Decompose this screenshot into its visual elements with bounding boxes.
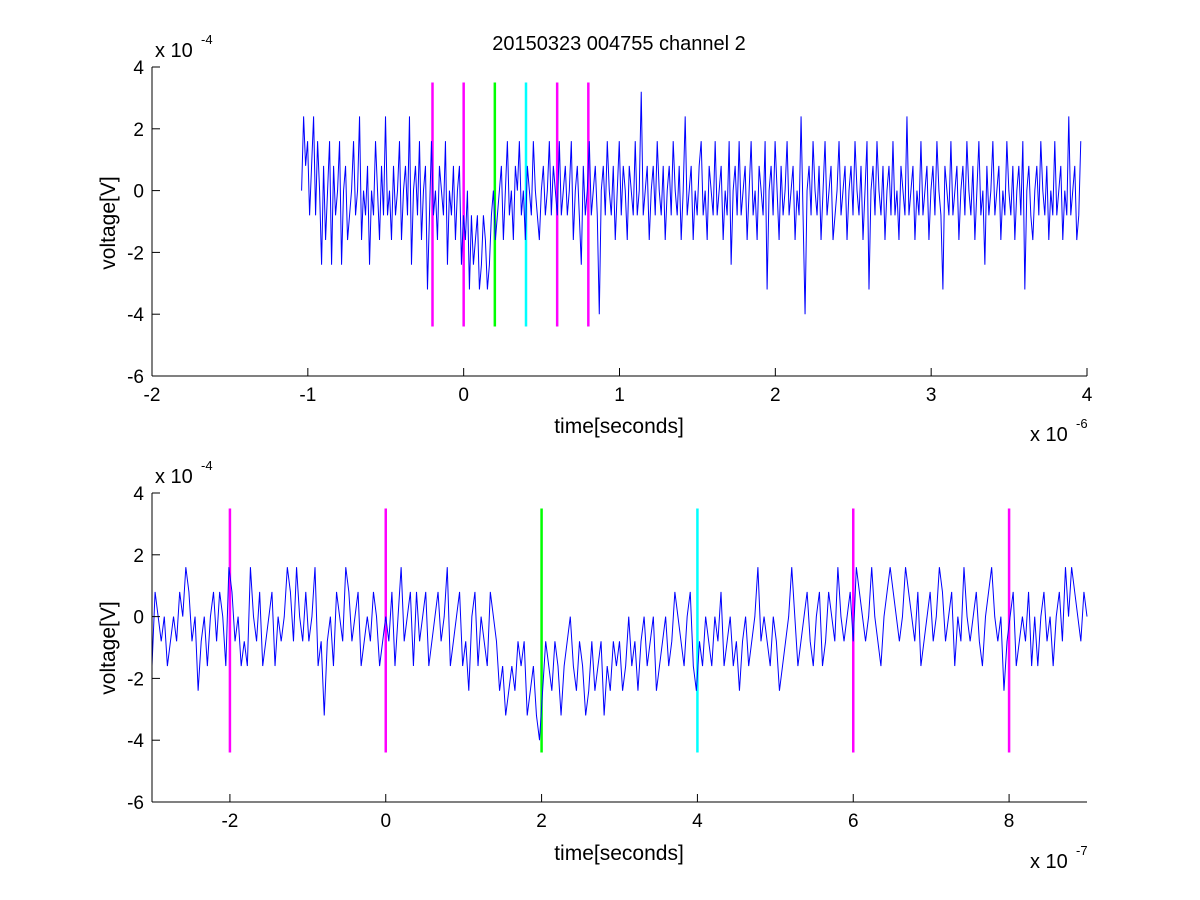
x-tick-label: 2 [770,385,781,406]
y-tick-labels: -6 -4 -2 0 2 4 [127,484,144,814]
y-tick-label: 4 [133,58,144,79]
y-tick-label: -6 [127,793,144,814]
x-tick-label: 3 [926,385,937,406]
x-tick-labels: -2 0 2 4 6 8 [221,811,1014,832]
x-axis-label: time[seconds] [554,415,684,438]
x-tick-label: -2 [144,385,161,406]
y-multiplier-exponent: -4 [201,32,213,47]
x-tick-label: 1 [614,385,625,406]
x-tick-label: 4 [1082,385,1093,406]
y-axis-label: voltage[V] [97,601,120,694]
y-multiplier: x 10 -4 [155,32,213,62]
y-tick-label: 2 [133,546,144,567]
bottom-plot: -2 0 2 4 6 8 -6 -4 -2 0 2 4 time[seconds] voltage[… [97,458,1088,873]
x-axis-label: time[seconds] [554,842,684,865]
x-multiplier: x 10 -7 [1030,843,1088,873]
x-tick-label: 2 [536,811,547,832]
x-tick-label: -1 [299,385,316,406]
y-tick-label: 4 [133,484,144,505]
x-tick-label: 4 [692,811,703,832]
axes-frame [151,66,1088,377]
series-line [151,567,1088,741]
signal-series [151,567,1088,741]
x-tick-label: 6 [848,811,859,832]
y-tick-label: 0 [133,182,144,203]
plot-title: 20150323 004755 channel 2 [492,33,746,55]
y-multiplier: x 10 -4 [155,458,213,488]
axes-frame [151,492,1087,803]
y-tick-labels: -6 -4 -2 0 2 4 [127,58,144,388]
y-axis-label: voltage[V] [97,176,120,269]
y-tick-label: 0 [133,608,144,629]
y-multiplier-exponent: -4 [201,458,213,473]
x-tick-labels: -2 -1 0 1 2 3 4 [144,385,1093,406]
y-tick-label: -4 [127,731,144,752]
x-tick-label: 0 [458,385,469,406]
x-multiplier-base: x 10 [1030,851,1068,873]
x-tick-label: 0 [380,811,391,832]
y-multiplier-base: x 10 [155,466,193,488]
y-tick-label: -4 [127,305,144,326]
y-tick-label: -2 [127,243,144,264]
x-tick-label: 8 [1004,811,1015,832]
y-tick-label: -2 [127,669,144,690]
x-tick-label: -2 [221,811,238,832]
y-multiplier-base: x 10 [155,40,193,62]
x-multiplier: x 10 -6 [1030,416,1088,446]
signal-series [301,91,1082,315]
x-multiplier-exponent: -7 [1076,843,1088,858]
x-multiplier-exponent: -6 [1076,416,1088,431]
series-line [301,91,1082,315]
x-multiplier-base: x 10 [1030,424,1068,446]
y-tick-label: 2 [133,120,144,141]
top-plot: 20150323 004755 channel 2 -2 -1 0 1 2 3 4 -6 -4… [97,32,1093,446]
y-tick-label: -6 [127,367,144,388]
